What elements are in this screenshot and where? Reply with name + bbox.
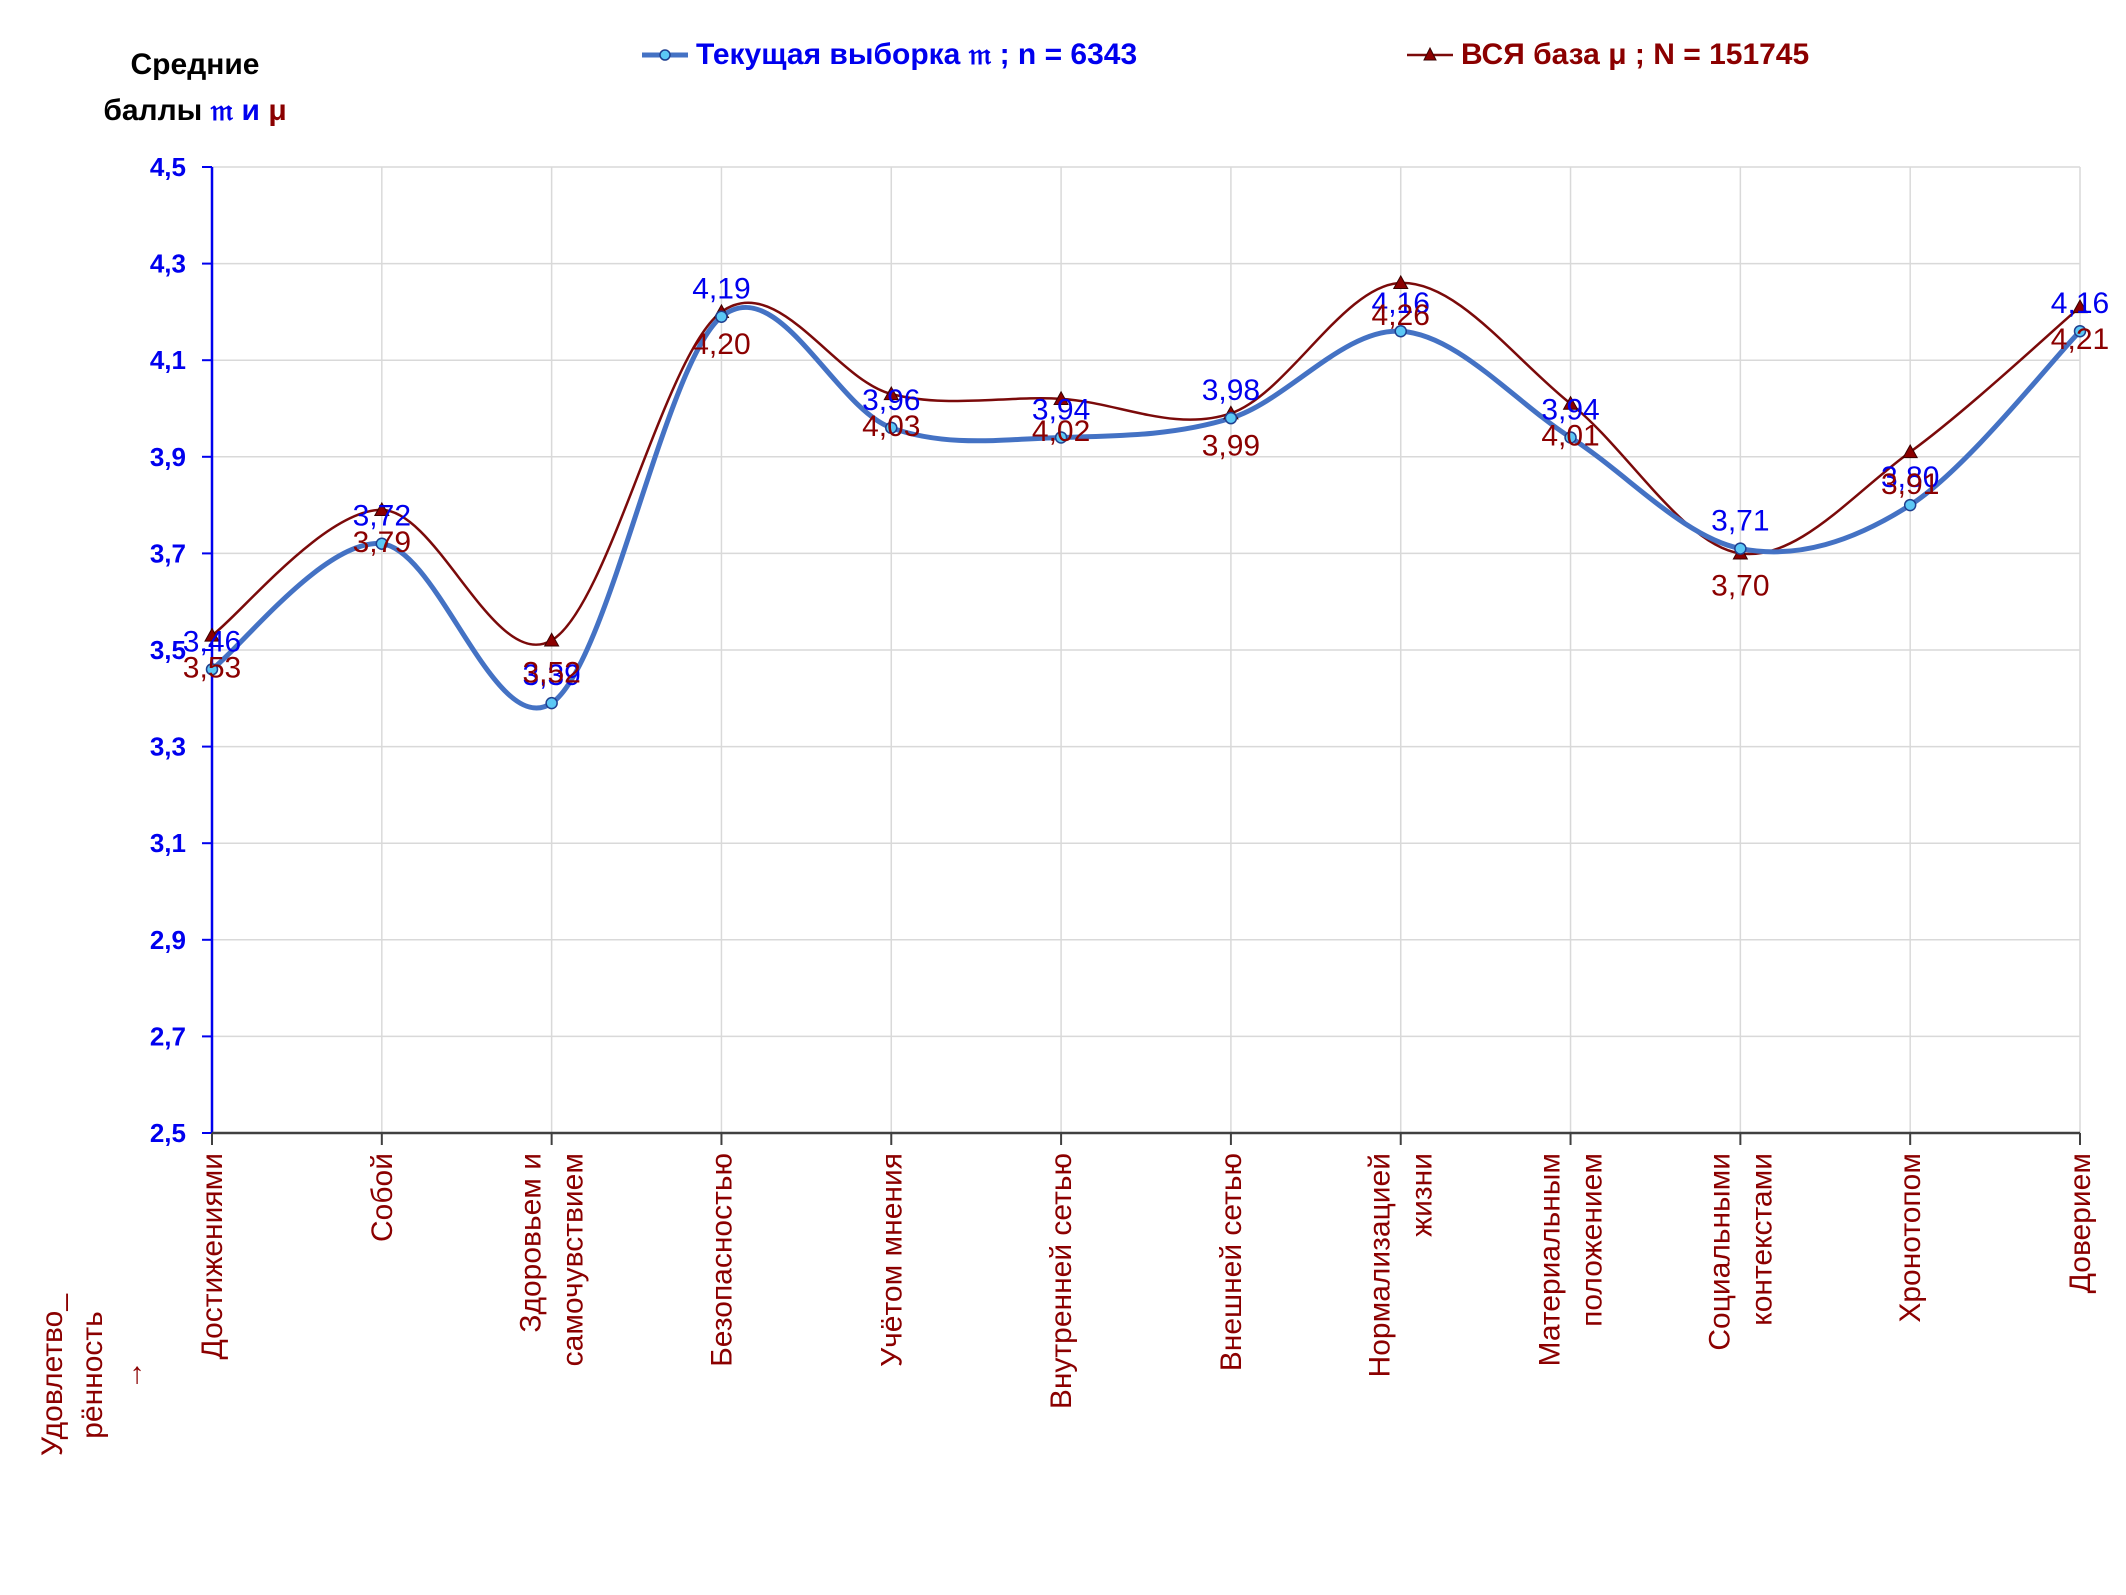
legend-label-base: ВСЯ база μ ; N = 151745 [1461,38,1810,71]
data-label-base: 3,53 [183,652,241,685]
x-category-label: Нормализацией [1364,1153,1397,1377]
x-category-label: жизни [1406,1153,1439,1237]
data-point-sample [715,310,728,323]
legend-label-sample: Текущая выборка 𝔪 ; n = 6343 [696,38,1138,71]
y-tick-label: 3,9 [150,442,186,472]
y-axis-title-and: и [241,94,260,127]
legend-marker-sample [642,49,688,61]
data-label-base: 3,52 [522,656,580,689]
data-point-base [373,501,390,517]
data-point-sample [375,537,389,550]
data-label-sample: 4,19 [692,273,750,306]
legend-item-sample: Текущая выборка 𝔪 ; n = 6343 [640,38,1137,72]
x-category-label: Внешней сетью [1215,1153,1248,1371]
data-point-sample [1564,431,1577,444]
data-point-base [1902,443,1919,459]
x-axis-title-line: → [116,1360,149,1390]
data-label-sample: 3,94 [1032,393,1090,426]
x-axis-title-line: рённость [76,1311,109,1439]
x-category-label: Социальными [1703,1153,1736,1351]
data-label-sample: 3,80 [1881,461,1939,494]
data-label-base: 3,70 [1711,569,1769,602]
data-label-base: 4,26 [1372,299,1430,332]
data-point-sample [205,663,219,676]
data-label-sample: 3,71 [1711,505,1769,538]
x-category-label: Доверием [2064,1153,2097,1293]
data-label-sample: 3,96 [862,384,920,417]
data-point-sample [545,696,558,710]
y-tick-label: 2,9 [150,925,186,955]
data-point-base [1053,390,1069,405]
y-tick-label: 3,5 [150,635,186,665]
x-category-label: Внутренней сетью [1045,1153,1078,1409]
data-point-sample [885,421,898,435]
y-tick-label: 2,5 [150,1118,186,1148]
y-tick-label: 3,3 [150,732,186,762]
x-category-label: Учётом мнения [875,1153,908,1367]
data-point-base [204,627,220,642]
data-label-sample: 3,94 [1541,393,1599,426]
legend-item-base: ВСЯ база μ ; N = 151745 [1405,38,1809,72]
data-label-sample: 4,16 [2051,287,2109,320]
series-line-sample [210,305,2082,711]
data-label-base: 4,03 [862,410,920,443]
data-label-sample: 3,39 [522,659,580,692]
y-tick-label: 4,1 [150,345,186,375]
x-category-label: самочувствием [557,1153,590,1366]
data-label-base: 3,99 [1202,429,1260,462]
y-tick-label: 3,7 [150,538,186,568]
x-category-label: Достижениями [196,1153,229,1360]
data-point-sample [1394,324,1407,338]
series-line-base [211,281,2081,646]
y-axis-title-line1: Средние [130,48,260,81]
data-point-base [1392,274,1409,290]
data-label-base: 4,02 [1032,415,1090,448]
legend-marker-base [1407,46,1453,61]
x-category-label: Собой [366,1153,399,1242]
y-axis-title-sym-sample: 𝔪 [210,94,234,127]
data-label-base: 3,79 [353,526,411,559]
data-point-base [543,632,560,647]
y-axis-title-sym-base: μ [268,94,287,127]
data-label-base: 3,91 [1881,468,1939,501]
x-category-label: положением [1576,1153,1609,1327]
x-axis-title-line: Удовлетво_ [36,1293,69,1456]
y-tick-label: 3,1 [150,828,186,858]
x-category-label: Здоровьем и [515,1153,548,1333]
y-axis-title-prefix: баллы [103,94,203,127]
data-label-base: 4,01 [1541,420,1599,453]
x-category-label: контекстами [1745,1153,1778,1326]
y-tick-label: 4,3 [150,249,186,279]
data-point-base [1562,395,1579,410]
data-point-sample [2073,324,2087,338]
y-axis-title-line2: баллы 𝔪 и μ [95,88,295,134]
data-label-sample: 3,72 [353,500,411,533]
y-tick-label: 2,7 [150,1021,186,1051]
data-point-base [883,385,900,401]
x-category-label: Безопасностью [705,1153,738,1367]
data-point-sample [1734,542,1747,555]
data-label-base: 4,21 [2051,323,2109,356]
x-category-label: Хронотопом [1894,1153,1927,1323]
data-point-sample [1054,431,1068,444]
x-category-label: Материальным [1534,1153,1567,1366]
data-point-base [2072,299,2088,314]
data-point-sample [1224,411,1238,425]
data-label-base: 4,20 [692,328,750,361]
data-label-sample: 4,16 [1372,287,1430,320]
data-label-sample: 3,46 [183,625,241,658]
data-label-sample: 3,98 [1202,374,1260,407]
y-tick-label: 4,5 [150,152,186,182]
data-point-sample [1903,498,1917,512]
y-axis-title: Средние баллы 𝔪 и μ [95,42,295,134]
